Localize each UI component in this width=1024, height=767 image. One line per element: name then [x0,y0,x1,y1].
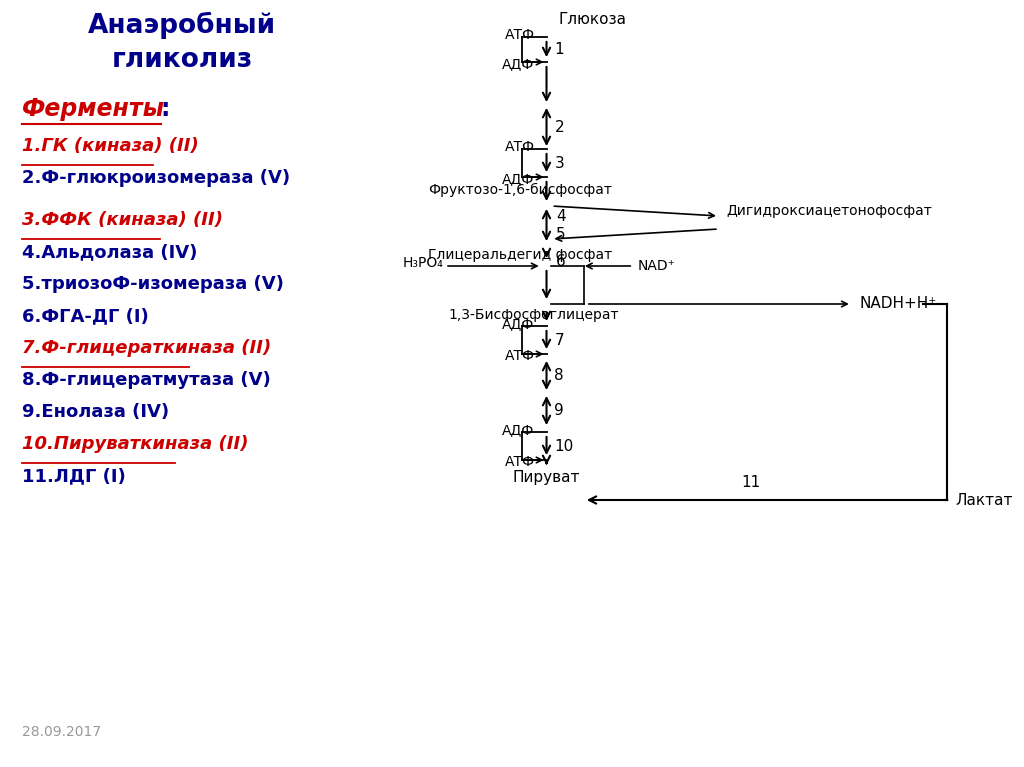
Text: 11: 11 [741,475,761,490]
Text: 8.Ф-глицератмутаза (V): 8.Ф-глицератмутаза (V) [22,371,270,389]
Text: АТФ: АТФ [505,349,535,363]
Text: Дигидроксиацетонофосфат: Дигидроксиацетонофосфат [727,204,933,218]
Text: 2.Ф-глюкроизомераза (V): 2.Ф-глюкроизомераза (V) [22,169,290,187]
Text: Лактат: Лактат [955,492,1013,508]
Text: 7.Ф-глицераткиназа (II): 7.Ф-глицераткиназа (II) [22,339,271,357]
Text: 28.09.2017: 28.09.2017 [22,725,100,739]
Text: 6: 6 [556,254,566,268]
Text: АДФ: АДФ [503,57,535,71]
Text: Глицеральдегид фосфат: Глицеральдегид фосфат [428,248,612,262]
Text: 7: 7 [554,333,564,347]
Text: АТФ: АТФ [505,28,535,42]
Text: 9.Енолаза (IV): 9.Енолаза (IV) [22,403,169,421]
Text: 1.ГК (киназа) (II): 1.ГК (киназа) (II) [22,137,199,155]
Text: 1: 1 [554,42,564,57]
Text: 4: 4 [556,209,566,224]
Text: NAD⁺: NAD⁺ [638,259,676,273]
Text: 4.Альдолаза (IV): 4.Альдолаза (IV) [22,243,197,261]
Text: 8: 8 [554,368,564,383]
Text: 1,3-Бисфосфоглицерат: 1,3-Бисфосфоглицерат [449,308,618,322]
Text: :: : [161,97,170,121]
Text: АТФ: АТФ [505,455,535,469]
Text: 5: 5 [556,226,566,242]
Text: Глюкоза: Глюкоза [558,12,627,27]
Text: АДФ: АДФ [503,317,535,331]
Text: 10: 10 [554,439,573,453]
Text: 6.ФГА-ДГ (I): 6.ФГА-ДГ (I) [22,307,148,325]
Text: 3: 3 [554,156,564,170]
Text: Фруктозо-1,6-бисфосфат: Фруктозо-1,6-бисфосфат [428,183,612,197]
Text: H₃PO₄: H₃PO₄ [402,256,443,270]
Text: 3.ФФК (киназа) (II): 3.ФФК (киназа) (II) [22,211,222,229]
Text: Пируват: Пируват [513,470,581,485]
Text: АДФ: АДФ [503,423,535,437]
Text: NADH+H⁺: NADH+H⁺ [860,297,937,311]
Text: 9: 9 [554,403,564,418]
Text: 2: 2 [554,120,564,134]
Text: Ферменты: Ферменты [22,97,165,121]
Text: АДФ: АДФ [503,172,535,186]
Text: АТФ: АТФ [505,140,535,154]
Text: гликолиз: гликолиз [112,47,253,73]
Text: Анаэробный: Анаэробный [88,12,276,39]
Text: 5.триозоФ-изомераза (V): 5.триозоФ-изомераза (V) [22,275,284,293]
Text: 11.ЛДГ (I): 11.ЛДГ (I) [22,467,125,485]
Text: 10.Пируваткиназа (II): 10.Пируваткиназа (II) [22,435,248,453]
